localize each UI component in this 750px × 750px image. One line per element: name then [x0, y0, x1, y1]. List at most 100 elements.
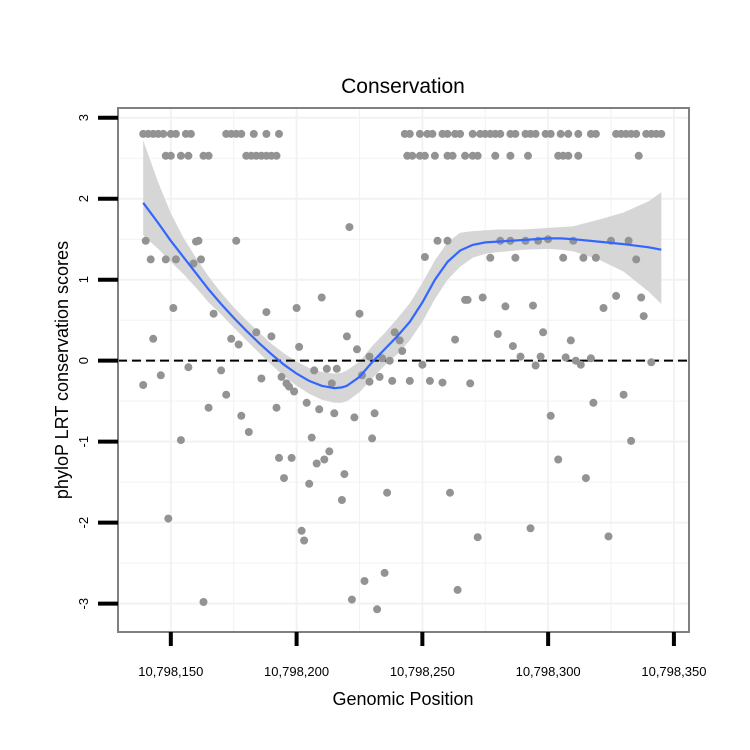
data-point: [222, 390, 231, 399]
data-point: [591, 253, 600, 262]
data-point: [491, 151, 500, 160]
data-point: [227, 334, 236, 343]
data-point: [473, 533, 482, 542]
y-axis-label: phyloP LRT conservation scores: [52, 241, 72, 499]
data-point: [285, 382, 293, 391]
y-axis: -3 -2 -1 0 1 2 3: [76, 114, 118, 609]
data-point: [627, 436, 636, 445]
data-point: [350, 413, 359, 422]
data-point: [506, 151, 515, 160]
data-point: [380, 568, 389, 577]
data-point: [531, 361, 540, 370]
data-point: [604, 532, 613, 541]
data-point: [365, 377, 374, 386]
data-point: [312, 459, 321, 468]
data-point: [194, 236, 203, 245]
data-point: [508, 342, 517, 351]
data-point: [166, 151, 175, 160]
data-point: [647, 358, 656, 367]
data-point: [619, 390, 628, 399]
data-point: [591, 129, 600, 138]
data-point: [360, 577, 369, 585]
x-tick-label: 10,798,200: [264, 664, 329, 679]
data-point: [632, 129, 641, 138]
data-point: [420, 253, 429, 261]
data-points: [139, 129, 666, 614]
data-point: [237, 411, 246, 420]
data-point: [139, 381, 148, 389]
data-point: [305, 479, 314, 488]
data-point: [307, 433, 316, 442]
data-point: [302, 398, 311, 407]
data-point: [579, 253, 588, 262]
data-point: [297, 526, 306, 535]
y-tick-label: -3: [76, 598, 91, 610]
data-point: [539, 328, 548, 337]
data-point: [546, 411, 555, 420]
data-point: [272, 151, 281, 160]
x-axis: 10,798,150 10,798,200 10,798,250 10,798,300…: [138, 632, 706, 679]
data-point: [287, 453, 296, 462]
data-point: [176, 151, 185, 160]
x-tick-label: 10,798,300: [516, 664, 581, 679]
data-point: [496, 129, 505, 138]
data-point: [204, 403, 213, 412]
data-point: [262, 308, 271, 317]
data-point: [272, 403, 281, 412]
data-point: [315, 405, 324, 414]
y-tick-label: 1: [76, 276, 91, 283]
data-point: [159, 129, 168, 138]
data-point: [176, 436, 185, 445]
data-point: [466, 379, 475, 388]
data-point: [184, 363, 193, 372]
data-point: [443, 129, 452, 138]
data-point: [171, 129, 180, 138]
x-axis-label: Genomic Position: [332, 689, 473, 709]
data-point: [493, 330, 502, 338]
data-point: [320, 455, 329, 464]
data-point: [536, 352, 545, 361]
data-point: [468, 129, 477, 138]
data-point: [325, 447, 334, 456]
data-point: [388, 376, 397, 385]
y-tick-label: 0: [76, 357, 91, 364]
data-point: [252, 328, 261, 337]
data-point: [576, 360, 585, 369]
data-point: [632, 255, 641, 264]
data-point: [453, 585, 462, 594]
data-point: [347, 595, 356, 604]
data-point: [146, 255, 155, 264]
data-point: [418, 360, 427, 369]
data-point: [415, 129, 424, 138]
data-point: [370, 409, 379, 418]
data-point: [337, 496, 346, 504]
data-point: [383, 488, 392, 497]
data-point: [290, 387, 299, 396]
data-point: [546, 129, 555, 138]
data-point: [405, 129, 414, 138]
data-point: [365, 352, 374, 361]
data-point: [516, 352, 525, 361]
grid-lines: [118, 108, 689, 632]
data-point: [586, 354, 595, 363]
data-point: [408, 151, 417, 160]
data-point: [425, 376, 434, 385]
data-point: [186, 129, 195, 138]
panel-background: [118, 108, 689, 632]
data-point: [345, 223, 354, 232]
data-point: [566, 336, 575, 345]
data-point: [244, 428, 253, 436]
data-point: [501, 302, 510, 311]
data-point: [164, 514, 173, 523]
x-tick-label: 10,798,350: [641, 664, 706, 679]
data-point: [322, 364, 331, 373]
y-tick-label: 2: [76, 195, 91, 202]
data-point: [624, 236, 633, 245]
data-point: [280, 474, 288, 483]
data-point: [463, 295, 472, 304]
data-point: [451, 335, 460, 344]
data-point: [275, 453, 283, 462]
data-point: [340, 470, 349, 479]
data-point: [529, 301, 537, 310]
data-point: [639, 312, 648, 321]
